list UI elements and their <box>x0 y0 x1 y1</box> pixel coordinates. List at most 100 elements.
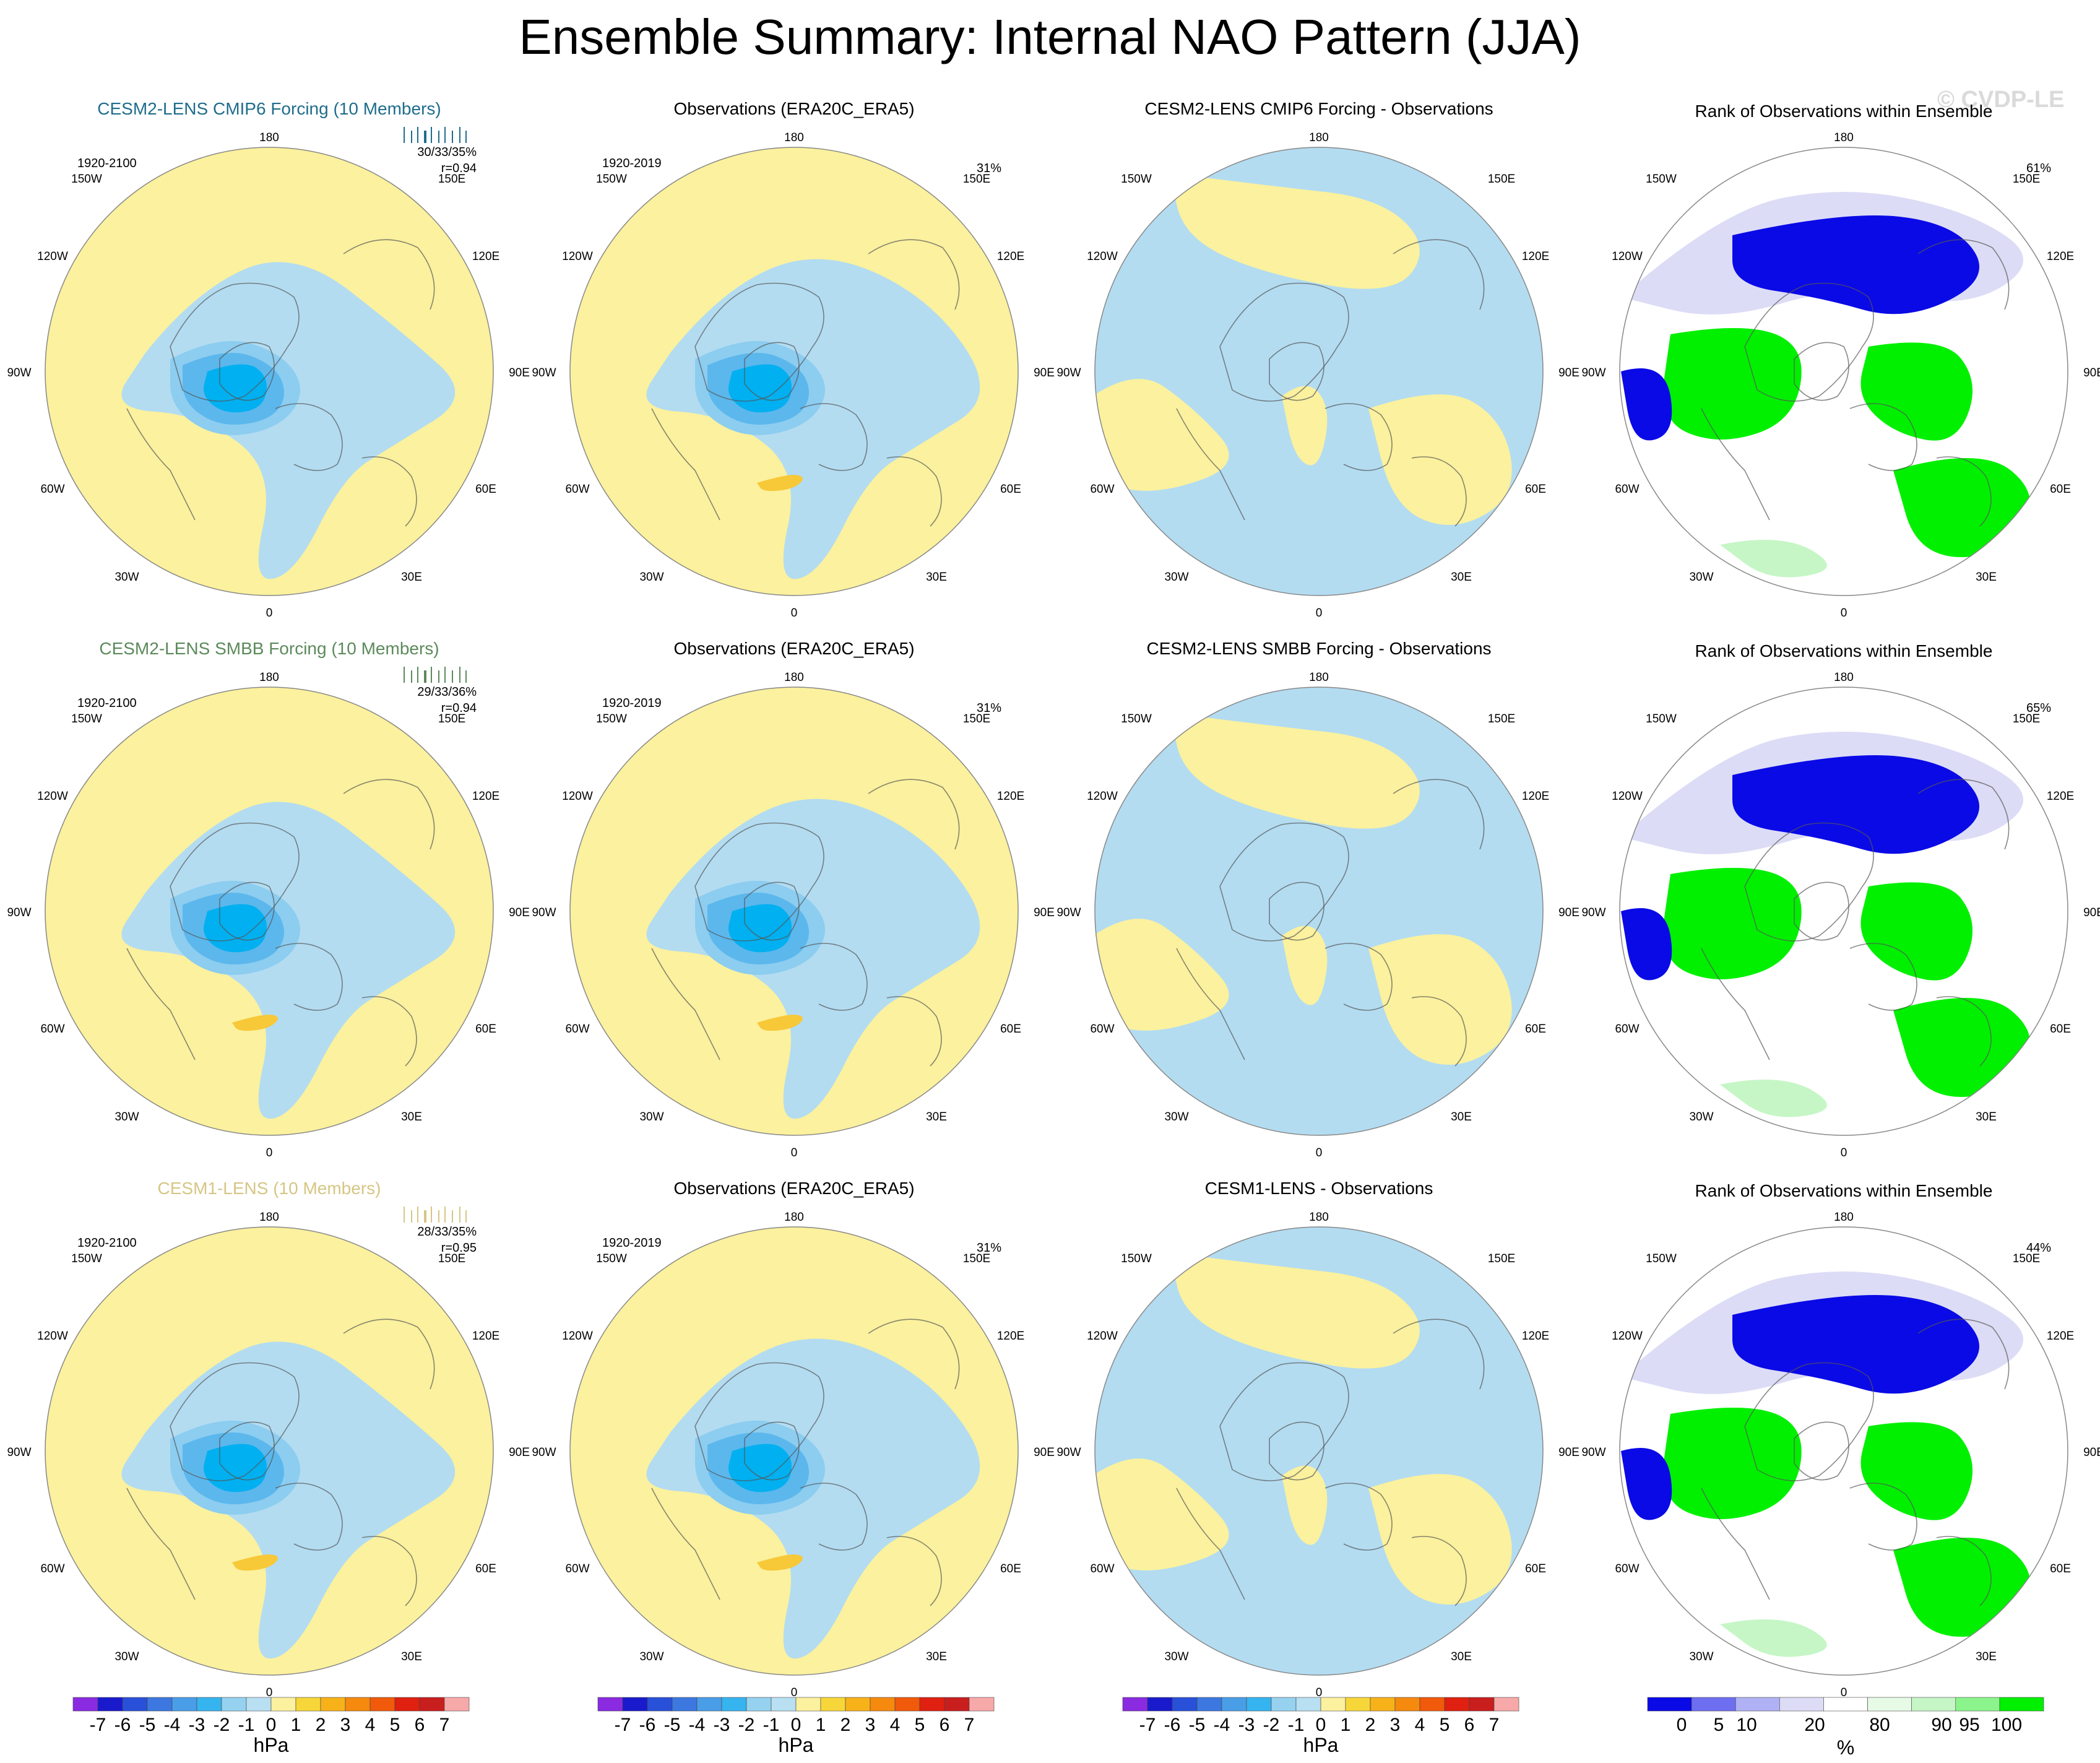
lon-label-150w: 150W <box>71 1252 102 1265</box>
colorbar-label: 1 <box>816 1715 826 1735</box>
lon-label-120e: 120E <box>472 790 499 803</box>
map-border <box>1094 687 1544 1136</box>
colorbar-label: 7 <box>439 1715 450 1735</box>
lon-label-30w: 30W <box>1164 1111 1188 1124</box>
map-border <box>45 147 494 596</box>
lon-label-120e: 120E <box>2047 1330 2074 1343</box>
coastline <box>651 948 720 1060</box>
coastline <box>1701 948 1770 1060</box>
field-negative-1 <box>646 259 980 579</box>
lon-label-120w: 120W <box>1612 1330 1643 1343</box>
coastline <box>886 1536 942 1606</box>
map-field <box>1620 687 2068 1135</box>
lon-label-30w: 30W <box>639 1111 663 1124</box>
lon-label-150e: 150E <box>438 173 465 186</box>
coastline <box>170 1362 300 1481</box>
colorbar-swatch <box>270 1697 296 1712</box>
coastline <box>868 1319 960 1390</box>
coastline <box>1936 456 1992 527</box>
lon-label-90e: 90E <box>1034 906 1055 919</box>
lon-label-150e: 150E <box>1488 713 1515 726</box>
lon-label-150w: 150W <box>596 713 627 726</box>
lon-label-90e: 90E <box>1558 906 1579 919</box>
colorbar-swatch <box>246 1697 272 1712</box>
lon-label-150w: 150W <box>71 713 102 726</box>
lon-label-30w: 30W <box>639 1650 663 1663</box>
colorbar-label: 3 <box>340 1715 351 1735</box>
colorbar-swatch <box>1295 1697 1321 1712</box>
panel-title-rank: Rank of Observations within Ensemble <box>1695 102 1993 121</box>
ensemble-stats: 29/33/36% <box>417 685 477 699</box>
lon-label-90w: 90W <box>532 366 556 379</box>
lon-label-120e: 120E <box>472 1330 499 1343</box>
lon-label-60e: 60E <box>1000 1023 1021 1036</box>
lon-label-30w: 30W <box>115 1650 139 1663</box>
colorbar-swatch <box>1221 1697 1247 1712</box>
colorbar-label: -3 <box>189 1715 205 1735</box>
field-positive-2 <box>232 1015 278 1031</box>
field-rank-high-1 <box>1663 328 1802 440</box>
colorbar-swatch <box>820 1697 846 1712</box>
field-rank-high-1 <box>1663 868 1802 979</box>
lon-label-0: 0 <box>266 1686 273 1699</box>
lon-label-30e: 30E <box>926 1650 947 1663</box>
lon-label-60w: 60W <box>1615 1562 1639 1575</box>
colorbar-label: 100 <box>1991 1715 2022 1735</box>
field-positive-2 <box>757 475 803 492</box>
lon-label-30w: 30W <box>115 571 139 584</box>
colorbar-label: 6 <box>415 1715 425 1735</box>
lon-label-60e: 60E <box>1000 483 1021 496</box>
coastline <box>275 1483 343 1551</box>
coastline <box>1744 1362 1874 1481</box>
panel-title-diff: CESM2-LENS SMBB Forcing - Observations <box>1146 639 1491 658</box>
coastline <box>126 948 196 1060</box>
coastline <box>361 1536 417 1606</box>
coastline <box>1176 948 1245 1060</box>
lon-label-150e: 150E <box>438 1252 465 1265</box>
map-field <box>45 687 493 1135</box>
colorbar-label: 10 <box>1736 1715 1756 1735</box>
coastline <box>1794 1421 1849 1481</box>
panel-title-model: CESM2-LENS SMBB Forcing (10 Members) <box>99 639 439 658</box>
lon-label-0: 0 <box>1841 1146 1847 1159</box>
lon-label-90e: 90E <box>2083 906 2100 919</box>
field-negative-1 <box>646 799 980 1119</box>
lon-label-30e: 30E <box>1976 571 1997 584</box>
lon-label-60w: 60W <box>1615 483 1639 496</box>
lon-label-30e: 30E <box>401 1111 422 1124</box>
colorbar-label: 4 <box>890 1715 901 1735</box>
lon-label-120e: 120E <box>2047 250 2074 263</box>
map-border <box>569 1226 1019 1676</box>
colorbar-swatch <box>622 1697 648 1712</box>
field-rank-high-3 <box>1893 1538 2031 1637</box>
colorbar-label: 5 <box>1714 1715 1724 1735</box>
lon-label-150e: 150E <box>2013 1252 2040 1265</box>
coastline <box>800 1483 868 1551</box>
lon-label-90w: 90W <box>1056 366 1081 379</box>
field-rank-high-3 <box>1893 458 2031 557</box>
field-rank-high-2 <box>1860 882 1973 981</box>
coastline <box>800 943 868 1011</box>
map-border <box>45 1226 494 1676</box>
colorbar-swatch <box>1246 1697 1272 1712</box>
lon-label-30w: 30W <box>1689 571 1713 584</box>
coastline <box>1269 882 1324 941</box>
lon-label-30e: 30E <box>1976 1111 1997 1124</box>
coastline <box>1936 996 1992 1067</box>
lon-label-150e: 150E <box>1488 1252 1515 1265</box>
panel-title-model: CESM2-LENS CMIP6 Forcing (10 Members) <box>97 99 441 118</box>
coastline <box>1393 239 1485 310</box>
coastline <box>1936 1536 1992 1606</box>
watermark: © CVDP-LE <box>1937 87 2065 113</box>
field-rank-low <box>1732 215 1979 314</box>
colorbar-swatch <box>1911 1697 1956 1712</box>
panel-title-rank: Rank of Observations within Ensemble <box>1695 641 1993 661</box>
colorbar-label: 2 <box>1365 1715 1376 1735</box>
coastline <box>170 282 300 402</box>
lon-label-90e: 90E <box>1558 366 1579 379</box>
lon-label-120e: 120E <box>997 790 1024 803</box>
ensemble-stats: 30/33/35% <box>417 145 477 159</box>
lon-label-150e: 150E <box>2013 713 2040 726</box>
lon-label-0: 0 <box>1841 607 1847 620</box>
